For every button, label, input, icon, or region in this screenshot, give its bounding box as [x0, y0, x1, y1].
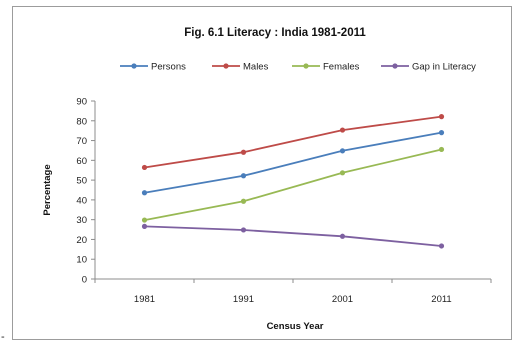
legend-marker-4: [392, 63, 398, 69]
legend-label-4: Gap in Literacy: [412, 62, 476, 73]
series-point-2: [438, 114, 445, 120]
series-point-3: [141, 217, 148, 223]
y-tick-label: 10: [76, 255, 87, 266]
legend-label-1: Persons: [151, 62, 186, 73]
legend-marker-1: [131, 63, 137, 69]
legend-marker-3: [303, 63, 309, 69]
y-tick-label: 30: [76, 215, 87, 226]
y-tick-label: 20: [76, 235, 87, 246]
legend-marker-2: [223, 63, 229, 69]
series-point-2: [240, 149, 247, 155]
x-axis-title: Census Year: [267, 321, 324, 332]
series-point-4: [339, 233, 346, 239]
x-tick-label: 1991: [233, 294, 254, 305]
x-tick-label: 1981: [134, 294, 155, 305]
series-point-1: [141, 190, 148, 196]
legend: Persons Males Females Gap in Literacy: [120, 62, 476, 73]
series-point-1: [438, 130, 445, 136]
chart-title: Fig. 6.1 Literacy : India 1981-2011: [184, 27, 366, 39]
legend-label-2: Males: [243, 62, 269, 73]
series-point-2: [339, 127, 346, 133]
y-axis-title: Percentage: [42, 164, 53, 215]
x-tick-label: 2001: [332, 294, 353, 305]
series-point-1: [339, 148, 346, 154]
y-tick-label: 60: [76, 156, 87, 167]
series-point-3: [240, 198, 247, 204]
series-point-1: [240, 173, 247, 179]
series-point-2: [141, 164, 148, 171]
legend-label-3: Females: [323, 62, 360, 73]
plot-area: 0 10 20 30 40 50 60 70 80 90 1981 1991 2001 2011: [76, 97, 492, 305]
series-point-3: [438, 146, 445, 153]
series-point-4: [438, 243, 445, 249]
y-tick-label: 50: [76, 176, 87, 187]
y-tick-label: 90: [76, 97, 87, 108]
series-line-1: [144, 131, 442, 194]
series-point-4: [141, 223, 148, 229]
y-tick-label: 80: [76, 116, 87, 127]
series-line-4: [144, 225, 442, 247]
series-line-3: [144, 148, 442, 221]
series-line-2: [144, 115, 442, 169]
y-tick-label: 0: [82, 275, 87, 286]
stray-mark: -: [1, 331, 5, 343]
series-point-3: [339, 170, 346, 176]
x-tick-label: 2011: [431, 294, 451, 305]
y-tick-label: 40: [76, 195, 87, 206]
y-tick-label: 70: [76, 136, 87, 147]
series-point-4: [240, 227, 247, 233]
